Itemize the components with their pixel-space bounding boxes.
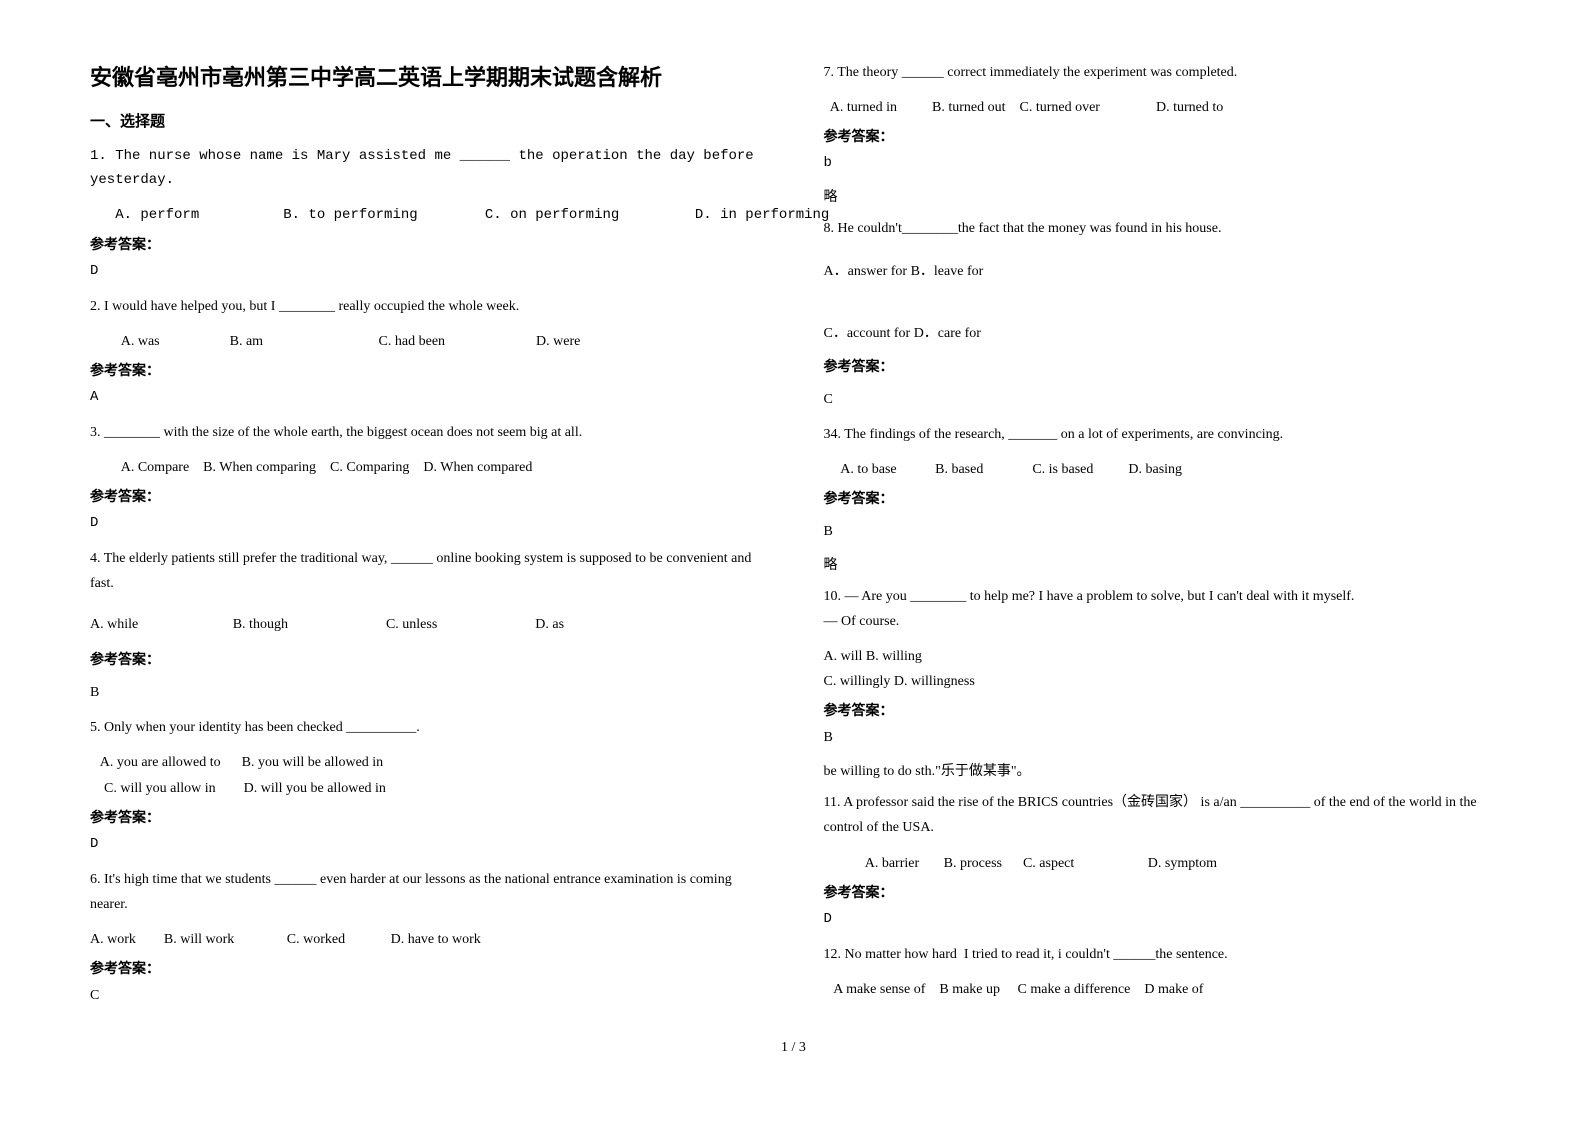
note: be willing to do sth."乐于做某事"。 [824, 760, 1498, 780]
answer-label: 参考答案： [90, 807, 764, 827]
question-block: 4. The elderly patients still prefer the… [90, 546, 764, 705]
answer-value: D [824, 908, 1498, 932]
question-block: 7. The theory ______ correct immediately… [824, 60, 1498, 206]
question-options: A. you are allowed to B. you will be all… [90, 750, 764, 800]
answer-label: 参考答案： [90, 958, 764, 978]
answer-label: 参考答案： [824, 700, 1498, 720]
answer-value: D [90, 833, 764, 857]
question-options: A. Compare B. When comparing C. Comparin… [90, 455, 764, 480]
answer-value: b [824, 152, 1498, 176]
note: 略 [824, 554, 1498, 574]
question-prompt: 12. No matter how hard I tried to read i… [824, 942, 1498, 967]
question-block: 34. The findings of the research, ______… [824, 422, 1498, 574]
question-block: 5. Only when your identity has been chec… [90, 715, 764, 856]
question-prompt: 1. The nurse whose name is Mary assisted… [90, 145, 764, 193]
answer-label: 参考答案： [90, 360, 764, 380]
answer-label: 参考答案： [90, 234, 764, 254]
question-block: 12. No matter how hard I tried to read i… [824, 942, 1498, 1002]
question-options: A. will B. willing C. willingly D. willi… [824, 644, 1498, 694]
question-block: 8. He couldn't________the fact that the … [824, 216, 1498, 411]
question-block: 11. A professor said the rise of the BRI… [824, 790, 1498, 931]
question-block: 6. It's high time that we students _____… [90, 867, 764, 1008]
answer-label: 参考答案： [824, 126, 1498, 146]
answer-value: C [90, 984, 764, 1008]
answer-value: B [90, 681, 764, 705]
question-prompt: 6. It's high time that we students _____… [90, 867, 764, 917]
answer-label: 参考答案： [90, 486, 764, 506]
question-prompt: 34. The findings of the research, ______… [824, 422, 1498, 447]
question-block: 1. The nurse whose name is Mary assisted… [90, 145, 764, 284]
note: 略 [824, 186, 1498, 206]
answer-value: A [90, 386, 764, 410]
question-options: A. to base B. based C. is based D. basin… [824, 457, 1498, 482]
question-prompt: 5. Only when your identity has been chec… [90, 715, 764, 740]
section-heading: 一、选择题 [90, 110, 764, 131]
question-prompt: 2. I would have helped you, but I ______… [90, 294, 764, 319]
document-title: 安徽省亳州市亳州第三中学高二英语上学期期末试题含解析 [90, 60, 764, 92]
answer-value: B [824, 726, 1498, 750]
answer-label: 参考答案： [824, 882, 1498, 902]
answer-value: D [90, 512, 764, 536]
question-prompt: 8. He couldn't________the fact that the … [824, 216, 1498, 241]
question-prompt: 4. The elderly patients still prefer the… [90, 546, 764, 596]
page-number: 1 / 3 [90, 1040, 1497, 1056]
question-block: 3. ________ with the size of the whole e… [90, 420, 764, 536]
question-prompt: 7. The theory ______ correct immediately… [824, 60, 1498, 85]
question-options: A. work B. will work C. worked D. have t… [90, 927, 764, 952]
question-block: 10. — Are you ________ to help me? I hav… [824, 584, 1498, 781]
question-prompt: 3. ________ with the size of the whole e… [90, 420, 764, 445]
answer-value: B [824, 520, 1498, 544]
question-prompt: 11. A professor said the rise of the BRI… [824, 790, 1498, 840]
question-options: A. perform B. to performing C. on perfor… [90, 203, 764, 228]
page-content: 安徽省亳州市亳州第三中学高二英语上学期期末试题含解析 一、选择题 1. The … [90, 60, 1497, 1020]
question-block: 2. I would have helped you, but I ______… [90, 294, 764, 410]
question-options: A. barrier B. process C. aspect D. sympt… [824, 851, 1498, 876]
answer-value: C [824, 388, 1498, 412]
question-options: A. while B. though C. unless D. as [90, 612, 764, 637]
question-options: A. turned in B. turned out C. turned ove… [824, 95, 1498, 120]
question-options: A. was B. am C. had been D. were [90, 329, 764, 354]
question-options: A．answer for B．leave for C．account for D… [824, 257, 1498, 349]
answer-label: 参考答案： [824, 488, 1498, 508]
question-prompt: 10. — Are you ________ to help me? I hav… [824, 584, 1498, 634]
answer-value: D [90, 260, 764, 284]
answer-label: 参考答案： [90, 649, 764, 669]
question-options: A make sense of B make up C make a diffe… [824, 977, 1498, 1002]
answer-label: 参考答案： [824, 356, 1498, 376]
